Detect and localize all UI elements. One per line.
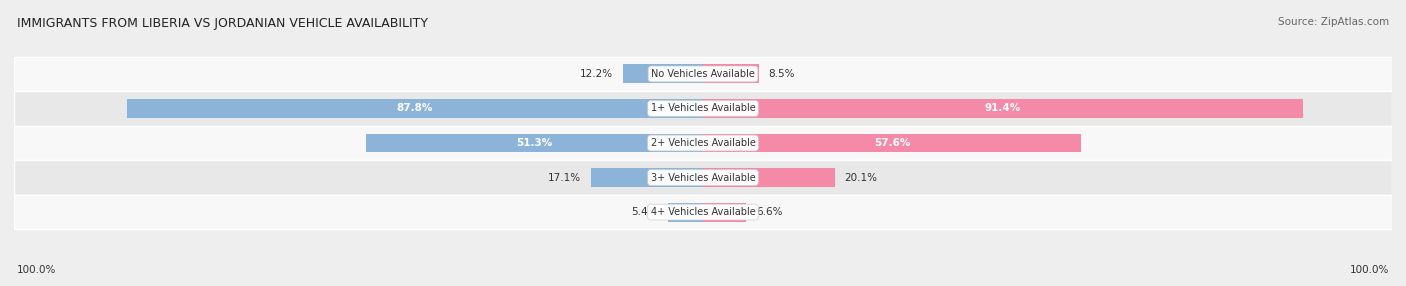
- Text: 51.3%: 51.3%: [516, 138, 553, 148]
- Bar: [367, 134, 703, 152]
- Bar: [668, 202, 703, 222]
- Text: 17.1%: 17.1%: [548, 172, 581, 182]
- Bar: [703, 202, 747, 222]
- Bar: [14, 91, 1392, 126]
- Text: IMMIGRANTS FROM LIBERIA VS JORDANIAN VEHICLE AVAILABILITY: IMMIGRANTS FROM LIBERIA VS JORDANIAN VEH…: [17, 17, 427, 30]
- Bar: [14, 57, 1392, 91]
- Bar: [14, 126, 1392, 160]
- Text: 2+ Vehicles Available: 2+ Vehicles Available: [651, 138, 755, 148]
- Bar: [14, 195, 1392, 229]
- Text: 100.0%: 100.0%: [1350, 265, 1389, 275]
- Text: 4+ Vehicles Available: 4+ Vehicles Available: [651, 207, 755, 217]
- Text: 20.1%: 20.1%: [845, 172, 877, 182]
- Bar: [623, 64, 703, 84]
- Bar: [14, 160, 1392, 195]
- Bar: [591, 168, 703, 187]
- Text: 100.0%: 100.0%: [17, 265, 56, 275]
- Text: 8.5%: 8.5%: [769, 69, 796, 79]
- Text: 12.2%: 12.2%: [581, 69, 613, 79]
- Text: 6.6%: 6.6%: [756, 207, 783, 217]
- Text: No Vehicles Available: No Vehicles Available: [651, 69, 755, 79]
- Text: 87.8%: 87.8%: [396, 104, 433, 114]
- Text: Source: ZipAtlas.com: Source: ZipAtlas.com: [1278, 17, 1389, 27]
- Text: 5.4%: 5.4%: [631, 207, 658, 217]
- Bar: [703, 99, 1303, 118]
- Text: 1+ Vehicles Available: 1+ Vehicles Available: [651, 104, 755, 114]
- Text: 57.6%: 57.6%: [873, 138, 910, 148]
- Bar: [703, 168, 835, 187]
- Bar: [703, 134, 1081, 152]
- Text: 3+ Vehicles Available: 3+ Vehicles Available: [651, 172, 755, 182]
- Text: 91.4%: 91.4%: [984, 104, 1021, 114]
- Bar: [703, 64, 759, 84]
- Bar: [127, 99, 703, 118]
